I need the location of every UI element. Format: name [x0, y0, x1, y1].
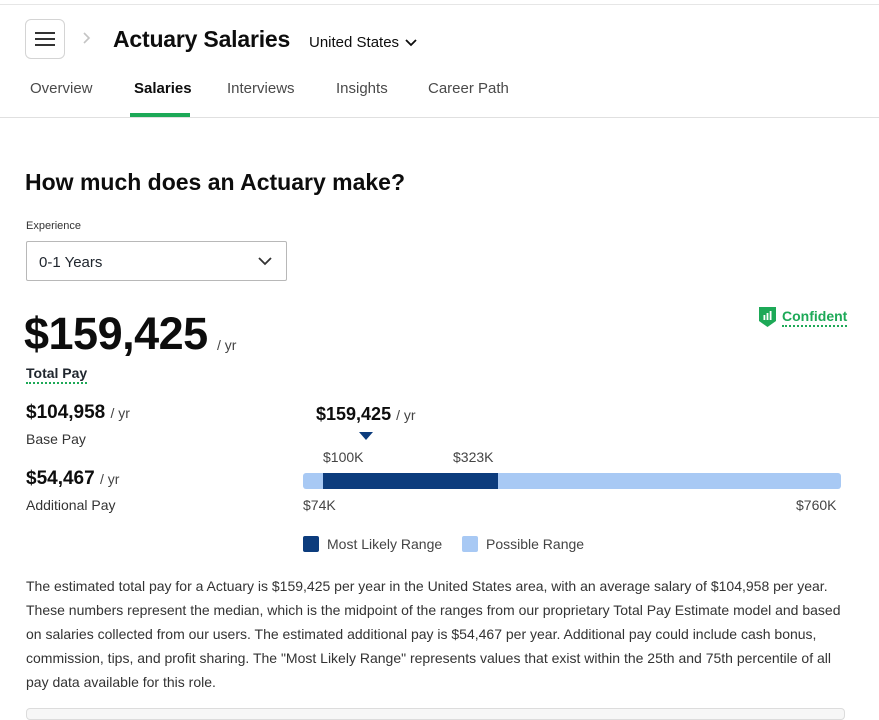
- total-pay-unit: / yr: [217, 337, 237, 353]
- next-section-card: [26, 708, 845, 720]
- chevron-down-icon: [258, 257, 272, 266]
- range-marker-value: $159,425 / yr: [316, 404, 416, 424]
- experience-value: 0-1 Years: [39, 254, 103, 271]
- top-divider: [0, 4, 879, 5]
- range-max-label: $760K: [796, 497, 837, 513]
- tab-salaries[interactable]: Salaries: [134, 80, 192, 97]
- range-min-label: $74K: [303, 497, 336, 513]
- location-label: United States: [309, 34, 400, 51]
- legend-possible-label: Possible Range: [486, 536, 585, 552]
- base-pay-value: $104,958 / yr: [26, 402, 130, 423]
- tab-bar: Overview Salaries Interviews Insights Ca…: [0, 72, 879, 118]
- likely-high-label: $323K: [453, 449, 494, 465]
- confidence-label: Confident: [782, 308, 848, 327]
- active-tab-indicator: [130, 113, 190, 117]
- total-pay-value: $159,425: [24, 308, 208, 359]
- chevron-right-icon: [83, 32, 91, 44]
- tab-insights[interactable]: Insights: [336, 80, 388, 97]
- tab-overview[interactable]: Overview: [30, 80, 93, 97]
- confidence-badge[interactable]: Confident: [758, 306, 848, 328]
- legend-likely-swatch: [303, 536, 319, 552]
- salary-description: The estimated total pay for a Actuary is…: [26, 578, 841, 690]
- menu-button[interactable]: [25, 19, 65, 59]
- hamburger-icon: [35, 32, 55, 46]
- legend-possible-swatch: [462, 536, 478, 552]
- additional-pay-label: Additional Pay: [26, 497, 116, 513]
- likely-range-bar: [323, 473, 498, 489]
- page-title: Actuary Salaries: [113, 26, 291, 52]
- tab-career-path[interactable]: Career Path: [428, 80, 509, 97]
- base-pay-label: Base Pay: [26, 431, 86, 447]
- total-pay-label[interactable]: Total Pay: [26, 365, 88, 384]
- additional-pay-value: $54,467 / yr: [26, 468, 120, 489]
- confidence-shield-icon: [759, 307, 776, 327]
- location-selector[interactable]: United States: [309, 34, 417, 51]
- experience-label: Experience: [26, 220, 82, 232]
- section-heading: How much does an Actuary make?: [25, 169, 406, 195]
- chevron-down-icon: [405, 38, 417, 46]
- range-marker-triangle: [359, 432, 373, 440]
- legend-possible: Possible Range: [462, 536, 584, 552]
- tab-interviews[interactable]: Interviews: [227, 80, 295, 97]
- experience-select[interactable]: 0-1 Years: [26, 241, 287, 281]
- likely-low-label: $100K: [323, 449, 364, 465]
- legend-likely: Most Likely Range: [303, 536, 442, 552]
- legend-likely-label: Most Likely Range: [327, 536, 443, 552]
